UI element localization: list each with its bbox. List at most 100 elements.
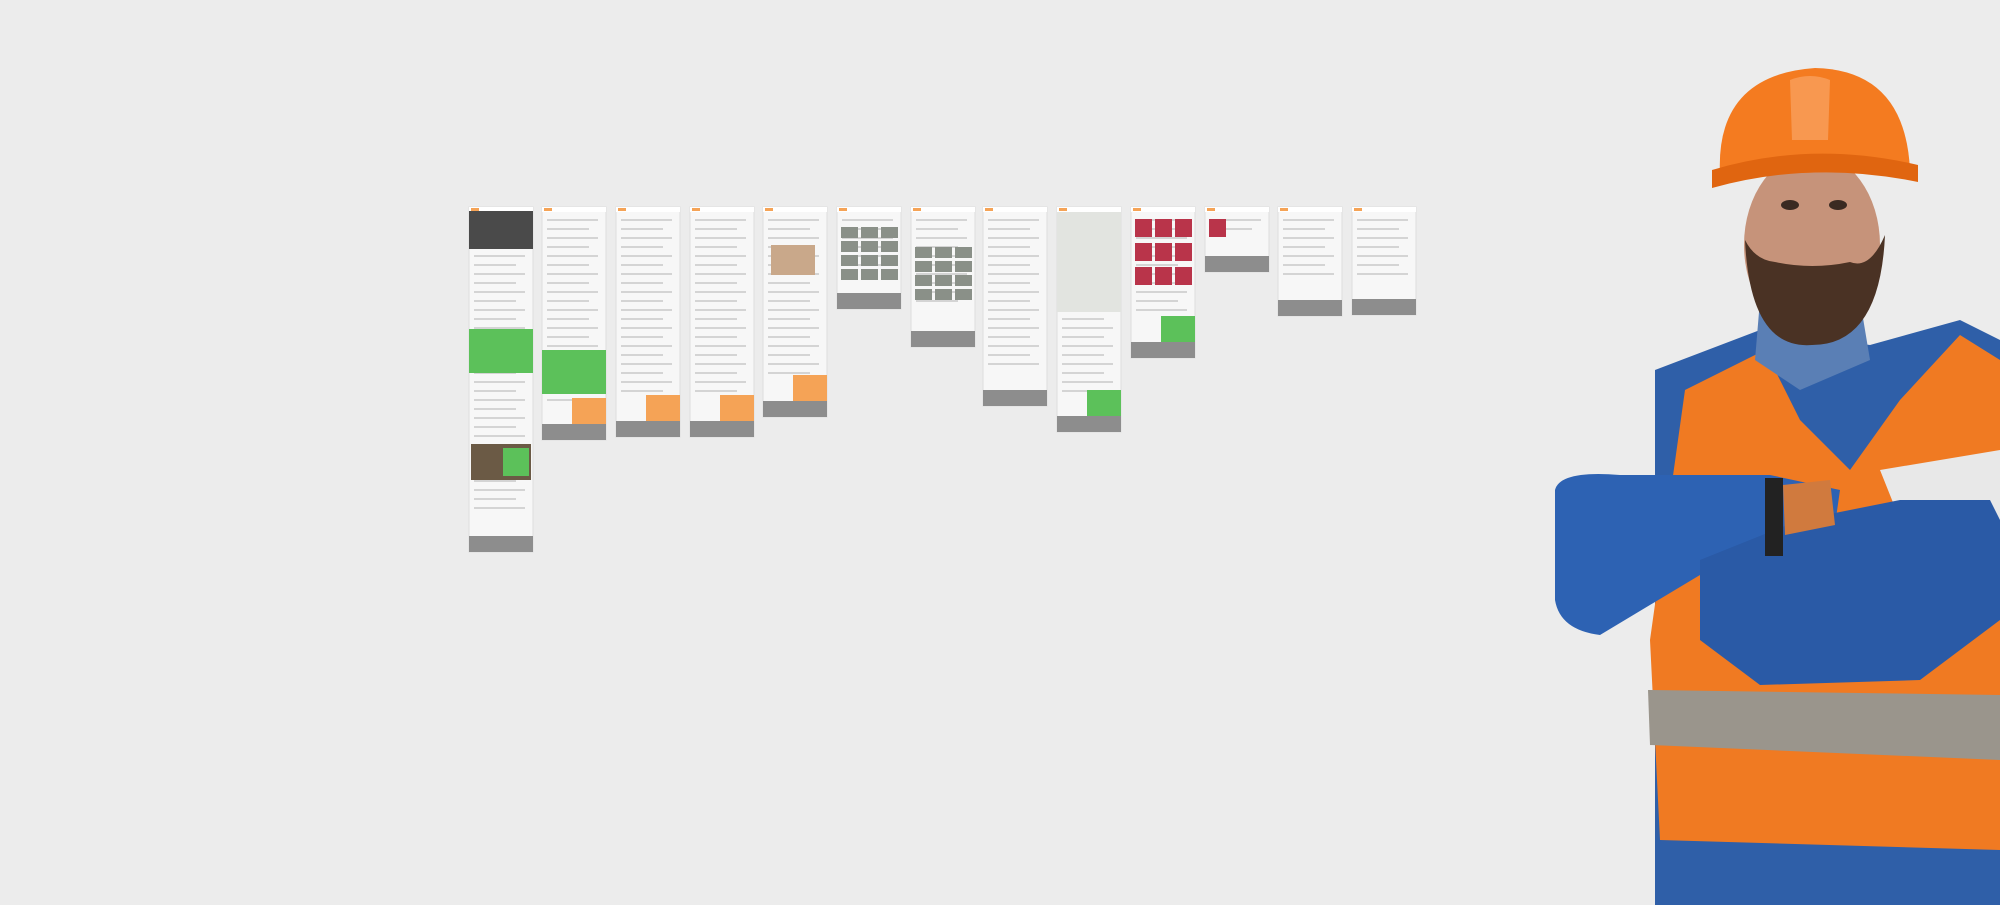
- thumb-text-line: [1062, 345, 1113, 347]
- thumb-text-line: [621, 309, 672, 311]
- thumb-tile: [881, 241, 898, 252]
- thumb-tile: [935, 289, 952, 300]
- thumb-text-line: [768, 291, 819, 293]
- thumb-header: [1131, 207, 1195, 212]
- thumb-text-line: [1357, 273, 1408, 275]
- thumb-text-line: [474, 408, 516, 410]
- thumb-text-line: [988, 354, 1030, 356]
- thumb-text-line: [988, 246, 1030, 248]
- thumb-text-line: [916, 237, 967, 239]
- thumb-logo: [471, 208, 479, 211]
- thumb-tile: [915, 275, 932, 286]
- thumb-text-line: [474, 318, 516, 320]
- thumb-text-line: [695, 219, 746, 221]
- thumb-text-line: [1283, 228, 1325, 230]
- thumb-text-line: [1283, 255, 1334, 257]
- thumb-text-line: [474, 273, 525, 275]
- thumb-tile: [915, 289, 932, 300]
- thumb-tile: [841, 269, 858, 280]
- thumb-text-line: [695, 336, 737, 338]
- thumb-green: [542, 350, 606, 394]
- thumb-tile: [861, 269, 878, 280]
- thumb-tile: [881, 269, 898, 280]
- thumb-tile: [1155, 243, 1172, 261]
- thumb-text-line: [768, 327, 819, 329]
- thumb-text-line: [621, 291, 672, 293]
- thumb-text-line: [695, 318, 737, 320]
- thumb-logo: [692, 208, 700, 211]
- thumb-text-line: [695, 291, 746, 293]
- thumb-text-line: [1136, 264, 1178, 266]
- thumb-text-line: [1062, 363, 1113, 365]
- thumb-orange: [646, 395, 680, 421]
- thumb-text-line: [621, 381, 672, 383]
- thumb-text-line: [988, 318, 1030, 320]
- thumb-text-line: [621, 363, 672, 365]
- thumb-text-line: [621, 336, 663, 338]
- thumb-text-line: [695, 363, 746, 365]
- thumb-text-line: [768, 363, 819, 365]
- thumb-text-line: [1357, 264, 1399, 266]
- glove: [1783, 480, 1835, 535]
- thumb-text-line: [1210, 219, 1261, 221]
- thumb-text-line: [988, 291, 1039, 293]
- thumb-header: [1352, 207, 1416, 212]
- thumb-tile: [935, 247, 952, 258]
- thumb-footer: [763, 401, 827, 417]
- thumb-text-line: [621, 372, 663, 374]
- thumb-text-line: [474, 300, 516, 302]
- thumb-header: [763, 207, 827, 212]
- worker-photo: [1555, 68, 2000, 905]
- thumb-logo: [1059, 208, 1067, 211]
- thumb-tile: [955, 247, 972, 258]
- thumb-text-line: [988, 309, 1039, 311]
- thumb-text-line: [1283, 246, 1325, 248]
- thumb-text-line: [1210, 228, 1252, 230]
- thumb-text-line: [474, 291, 525, 293]
- thumb-tile: [935, 261, 952, 272]
- thumb-logo: [544, 208, 552, 211]
- thumb-header: [616, 207, 680, 212]
- thumb-text-line: [621, 219, 672, 221]
- thumbnail: [1351, 206, 1417, 316]
- thumb-tile: [861, 227, 878, 238]
- thumb-tile: [861, 241, 878, 252]
- thumb-tile: [1135, 219, 1152, 237]
- thumb-text-line: [1283, 264, 1325, 266]
- thumbnail: [468, 206, 534, 553]
- thumb-header: [837, 207, 901, 212]
- thumbnail: [982, 206, 1048, 407]
- thumb-image: [771, 245, 815, 275]
- thumb-text-line: [695, 372, 737, 374]
- thumb-text-line: [1062, 318, 1104, 320]
- thumb-text-line: [768, 309, 819, 311]
- thumb-text-line: [988, 345, 1039, 347]
- thumb-text-line: [621, 354, 663, 356]
- thumb-text-line: [621, 273, 672, 275]
- thumb-tile: [915, 261, 932, 272]
- thumb-green: [469, 329, 533, 373]
- thumb-text-line: [474, 309, 525, 311]
- thumb-text-line: [768, 345, 819, 347]
- thumb-text-line: [768, 336, 810, 338]
- thumb-text-line: [474, 390, 516, 392]
- thumb-header: [542, 207, 606, 212]
- thumb-logo: [1133, 208, 1141, 211]
- thumb-logo: [1207, 208, 1215, 211]
- thumb-tile: [881, 227, 898, 238]
- thumb-text-line: [768, 300, 810, 302]
- thumb-text-line: [621, 390, 663, 392]
- thumb-text-line: [988, 336, 1030, 338]
- thumb-hero: [469, 211, 533, 249]
- thumb-text-line: [988, 255, 1039, 257]
- thumb-text-line: [988, 300, 1030, 302]
- thumb-text-line: [988, 237, 1039, 239]
- thumb-tile: [1135, 267, 1152, 285]
- thumb-text-line: [474, 480, 516, 482]
- thumb-logo: [618, 208, 626, 211]
- thumb-map: [1057, 212, 1121, 312]
- thumb-text-line: [988, 327, 1039, 329]
- thumb-text-line: [474, 282, 516, 284]
